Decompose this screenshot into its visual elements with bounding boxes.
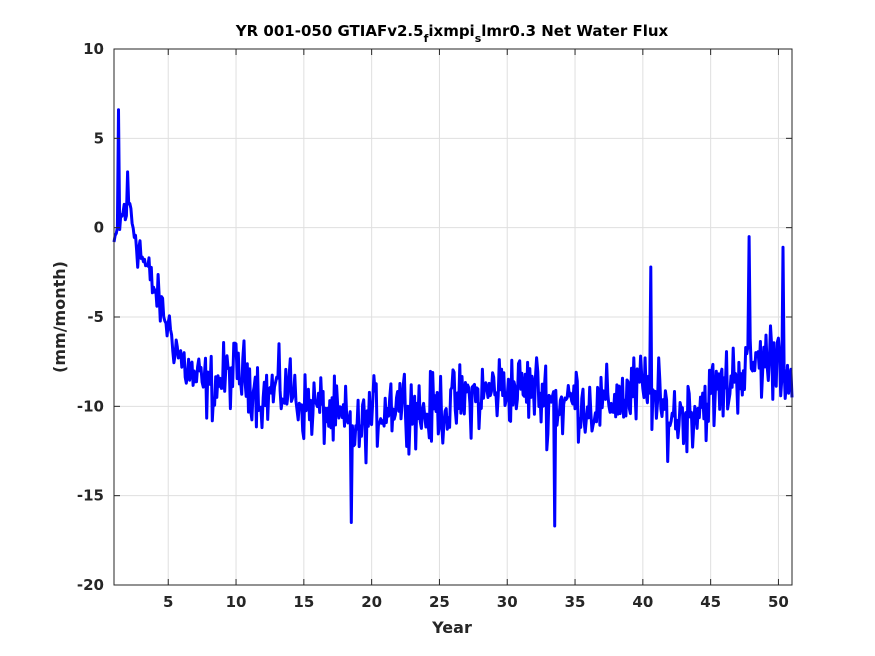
y-tick-labels: -20 -15 -10 -5 0 5 10: [77, 40, 104, 594]
x-tick-labels: 5 10 15 20 25 30 35 40 45 50: [163, 593, 789, 611]
y-tick-label: -10: [77, 397, 104, 415]
title-mid: ixmpi: [428, 22, 474, 40]
y-tick-label: -15: [77, 487, 104, 505]
x-axis-label: Year: [431, 618, 472, 637]
x-tick-label: 25: [429, 593, 450, 611]
title-end: lmr0.3 Net Water Flux: [481, 22, 668, 40]
y-axis-label: (mm/month): [50, 261, 69, 373]
title-main: YR 001-050 GTIAFv2.5: [235, 22, 424, 40]
x-tick-label: 15: [293, 593, 314, 611]
tick-marks: [114, 48, 792, 586]
y-tick-label: 0: [94, 219, 104, 237]
data-series: [112, 108, 794, 528]
y-tick-label: 5: [94, 129, 104, 147]
x-tick-label: 50: [768, 593, 789, 611]
y-tick-label: 10: [83, 40, 104, 58]
title-sub-s: s: [475, 32, 482, 45]
x-tick-label: 30: [497, 593, 518, 611]
x-tick-label: 5: [163, 593, 173, 611]
x-tick-label: 40: [632, 593, 653, 611]
x-tick-label: 45: [700, 593, 721, 611]
x-tick-label: 20: [361, 593, 382, 611]
title-sub-f: f: [424, 32, 429, 45]
x-tick-label: 35: [565, 593, 586, 611]
y-tick-label: -5: [87, 308, 104, 326]
y-tick-label: -20: [77, 576, 104, 594]
series-line: [112, 108, 794, 528]
x-tick-label: 10: [226, 593, 247, 611]
chart-title: YR 001-050 GTIAFv2.5fixmpislmr0.3 Net Wa…: [235, 22, 669, 45]
